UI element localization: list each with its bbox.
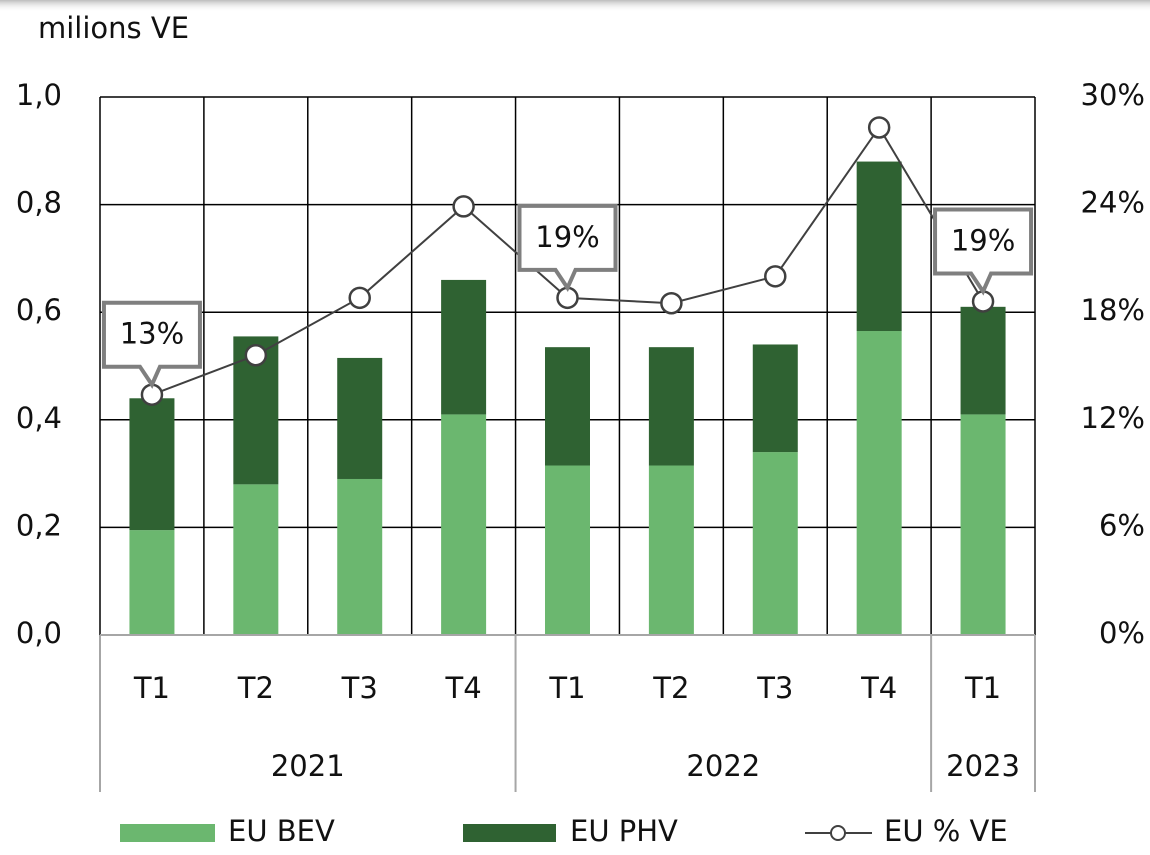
x-tick-label: T4: [860, 671, 897, 705]
y2-tick-label: 6%: [1099, 508, 1145, 542]
bar: [233, 484, 279, 635]
bar: [337, 357, 383, 479]
group-label: 2023: [946, 749, 1020, 783]
bar: [752, 344, 798, 453]
group-label: 2021: [271, 749, 345, 783]
bar: [337, 478, 383, 635]
legend-label: EU BEV: [228, 814, 335, 848]
y-tick-label: 0,6: [16, 293, 62, 327]
data-label: 19%: [951, 223, 1015, 257]
bar: [856, 161, 902, 332]
bar: [960, 414, 1006, 635]
y2-tick-label: 18%: [1081, 293, 1145, 327]
bar: [752, 452, 798, 635]
x-tick-label: T2: [652, 671, 689, 705]
legend-marker: [830, 825, 846, 841]
x-tick-label: T3: [756, 671, 793, 705]
y-tick-label: 0,2: [16, 508, 62, 542]
y-tick-label: 0,4: [16, 401, 62, 435]
y-tick-label: 1,0: [16, 78, 62, 112]
legend-label: EU % VE: [884, 814, 1008, 848]
legend-label: EU PHV: [570, 814, 678, 848]
line-marker: [244, 343, 268, 367]
line-marker: [764, 265, 787, 288]
y-tick-label: 0,0: [16, 616, 62, 650]
bar: [441, 414, 487, 635]
line-marker: [867, 116, 891, 139]
bar: [441, 279, 487, 415]
data-label: 19%: [535, 220, 599, 254]
group-label: 2022: [686, 749, 760, 783]
bar: [648, 465, 694, 635]
bar: [856, 331, 902, 635]
bar: [545, 347, 590, 466]
legend-swatch: [120, 824, 215, 842]
data-label: 13%: [120, 317, 184, 351]
line-marker: [660, 291, 683, 315]
legend-swatch: [463, 824, 556, 842]
callout-box: [101, 300, 202, 389]
callout-box: [517, 203, 618, 292]
y2-tick-label: 24%: [1081, 186, 1145, 220]
y2-tick-label: 30%: [1081, 78, 1145, 112]
bar: [129, 398, 175, 531]
x-tick-label: T3: [341, 671, 378, 705]
bar: [648, 347, 694, 466]
line-marker: [348, 286, 371, 310]
y-axis-label: milions VE: [38, 11, 189, 45]
callout-box: [933, 207, 1034, 296]
x-tick-label: T1: [548, 671, 585, 705]
line-marker: [452, 195, 475, 218]
x-tick-label: T1: [964, 671, 1001, 705]
y2-tick-label: 12%: [1081, 401, 1145, 435]
bar: [960, 306, 1006, 415]
y2-tick-label: 0%: [1099, 616, 1145, 650]
bar: [545, 465, 590, 635]
x-tick-label: T4: [445, 671, 482, 705]
x-tick-label: T1: [133, 671, 170, 705]
x-tick-label: T2: [237, 671, 274, 705]
y-tick-label: 0,8: [16, 186, 62, 220]
bar: [129, 530, 175, 635]
top-shadow: [0, 0, 1150, 12]
